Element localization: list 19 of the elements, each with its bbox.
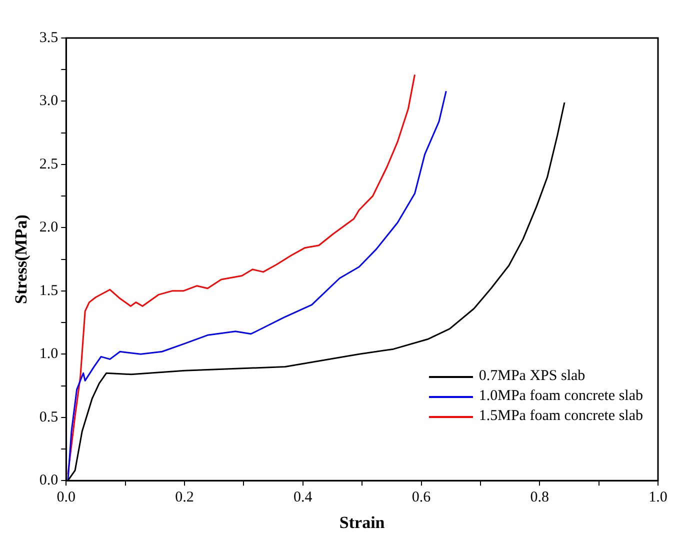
y-tick-label: 3.5 — [39, 30, 58, 46]
x-tick-label: 0.6 — [412, 490, 432, 506]
y-tick-label: 2.5 — [39, 156, 58, 172]
y-tick-label: 1.0 — [39, 346, 58, 362]
x-tick-label: 0.4 — [294, 490, 313, 506]
y-tick-label: 0.5 — [39, 409, 58, 426]
x-tick-label: 0.2 — [175, 490, 194, 506]
x-tick-label: 0.0 — [56, 490, 76, 506]
x-tick-label: 1.0 — [648, 490, 668, 506]
x-axis-title: Strain — [339, 513, 386, 532]
legend-label: 1.0MPa foam concrete slab — [478, 388, 643, 405]
y-tick-label: 1.5 — [39, 282, 58, 299]
legend-label: 0.7MPa XPS slab — [478, 368, 586, 385]
y-tick-label: 3.0 — [39, 93, 58, 110]
y-axis-title: Stress(MPa) — [12, 214, 31, 304]
y-tick-label: 0.0 — [39, 472, 58, 489]
y-tick-label: 2.0 — [39, 220, 58, 236]
x-tick-label: 0.8 — [530, 490, 550, 506]
legend-label: 1.5MPa foam concrete slab — [478, 408, 643, 425]
